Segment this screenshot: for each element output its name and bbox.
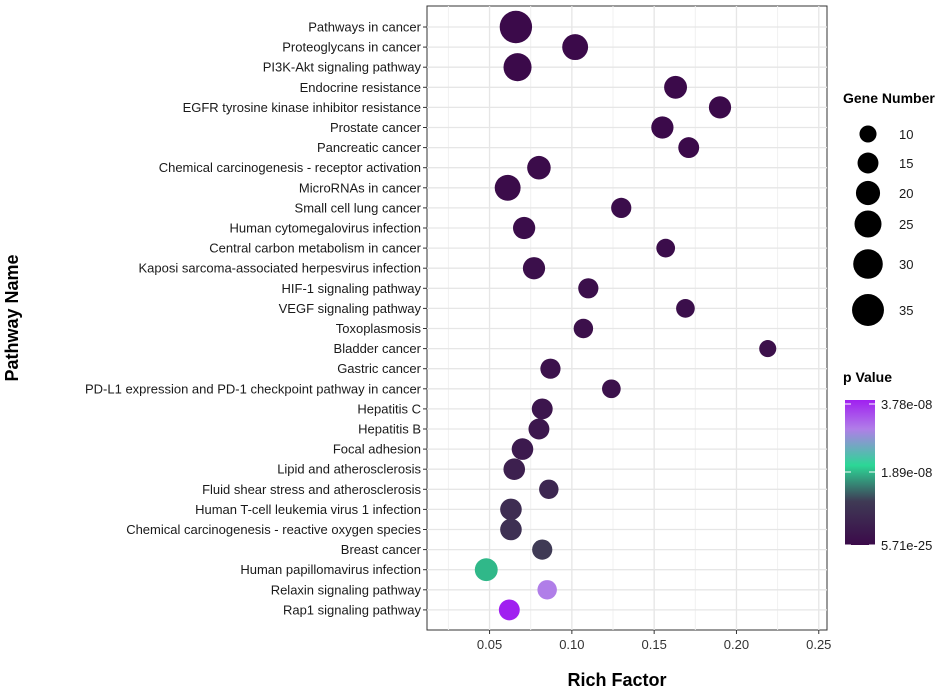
data-point bbox=[676, 299, 695, 318]
plot-panel bbox=[426, 5, 828, 631]
y-tick-label: Central carbon metabolism in cancer bbox=[209, 241, 421, 256]
y-axis-title: Pathway Name bbox=[2, 254, 22, 381]
data-point bbox=[708, 96, 732, 119]
data-points bbox=[474, 10, 777, 621]
data-point bbox=[537, 580, 557, 600]
data-point bbox=[759, 340, 777, 358]
size-legend-key bbox=[857, 152, 879, 174]
size-legend-title: Gene Number bbox=[843, 90, 935, 106]
data-point bbox=[498, 599, 520, 621]
y-tick-label: Human papillomavirus infection bbox=[240, 562, 421, 577]
y-axis: Pathways in cancer Proteoglycans in cance… bbox=[85, 20, 427, 617]
panel-background bbox=[427, 6, 827, 630]
y-tick-label: Small cell lung cancer bbox=[295, 200, 422, 215]
data-point bbox=[528, 418, 550, 440]
y-tick-label: Relaxin signaling pathway bbox=[271, 582, 422, 597]
data-point bbox=[540, 358, 561, 379]
size-legend-label: 15 bbox=[899, 156, 913, 171]
size-legend-label: 20 bbox=[899, 186, 913, 201]
data-point bbox=[511, 438, 534, 460]
data-point bbox=[522, 257, 546, 280]
size-legend-label: 35 bbox=[899, 303, 913, 318]
panel-border bbox=[426, 5, 828, 631]
y-tick-label: Chemical carcinogenesis - receptor activ… bbox=[159, 160, 421, 175]
data-point bbox=[500, 518, 522, 541]
data-point bbox=[656, 238, 676, 258]
gene-number-legend: Gene Number 10 15 20 25 30 35 bbox=[843, 90, 935, 326]
size-legend-key bbox=[853, 249, 883, 279]
y-tick-label: Human cytomegalovirus infection bbox=[230, 221, 421, 236]
data-point bbox=[562, 34, 589, 61]
data-point bbox=[531, 398, 553, 420]
size-legend-label: 30 bbox=[899, 257, 913, 272]
y-tick-label: Gastric cancer bbox=[337, 361, 421, 376]
y-tick-label: HIF-1 signaling pathway bbox=[282, 281, 422, 296]
x-tick-label: 0.20 bbox=[724, 637, 749, 652]
x-tick-label: 0.25 bbox=[806, 637, 831, 652]
data-point bbox=[503, 53, 532, 82]
y-tick-label: Endocrine resistance bbox=[300, 80, 421, 95]
size-legend-label: 10 bbox=[899, 127, 913, 142]
x-axis: 0.05 0.10 0.15 0.20 0.25 bbox=[477, 630, 831, 652]
data-point bbox=[532, 539, 553, 560]
y-tick-label: Rap1 signaling pathway bbox=[283, 602, 422, 617]
y-tick-label: Fluid shear stress and atherosclerosis bbox=[202, 482, 421, 497]
data-point bbox=[499, 10, 533, 44]
y-tick-label: Prostate cancer bbox=[330, 120, 422, 135]
size-legend-key bbox=[852, 294, 884, 326]
data-point bbox=[602, 379, 621, 399]
y-tick-label: EGFR tyrosine kinase inhibitor resistanc… bbox=[183, 100, 421, 115]
color-legend-label: 3.78e-08 bbox=[881, 397, 932, 412]
data-point bbox=[474, 558, 498, 582]
y-tick-label: Kaposi sarcoma-associated herpesvirus in… bbox=[138, 261, 421, 276]
y-tick-label: Pathways in cancer bbox=[308, 20, 421, 35]
y-tick-label: Focal adhesion bbox=[333, 442, 421, 457]
color-legend-title: p Value bbox=[843, 369, 892, 385]
data-point bbox=[539, 479, 559, 500]
data-point bbox=[678, 137, 700, 159]
color-legend-label: 1.89e-08 bbox=[881, 465, 932, 480]
y-tick-label: Hepatitis C bbox=[357, 401, 421, 416]
y-tick-label: PI3K-Akt signaling pathway bbox=[263, 60, 422, 75]
data-point bbox=[573, 318, 594, 339]
data-point bbox=[527, 155, 551, 180]
data-point bbox=[512, 216, 536, 240]
data-point bbox=[494, 174, 521, 201]
y-tick-label: VEGF signaling pathway bbox=[279, 301, 422, 316]
y-tick-label: Proteoglycans in cancer bbox=[282, 40, 421, 55]
p-value-legend: p Value 3.78e-08 1.89e-08 5.71e-25 bbox=[843, 369, 932, 553]
x-axis-title: Rich Factor bbox=[567, 670, 666, 688]
x-tick-label: 0.05 bbox=[477, 637, 502, 652]
y-tick-label: Bladder cancer bbox=[334, 341, 422, 356]
size-legend-key bbox=[859, 125, 877, 143]
data-point bbox=[611, 197, 632, 219]
y-tick-label: MicroRNAs in cancer bbox=[299, 180, 422, 195]
size-legend-label: 25 bbox=[899, 217, 913, 232]
y-tick-label: Human T-cell leukemia virus 1 infection bbox=[195, 502, 421, 517]
data-point bbox=[500, 498, 522, 521]
y-tick-label: Toxoplasmosis bbox=[336, 321, 422, 336]
size-legend-key bbox=[855, 180, 881, 206]
y-tick-label: Pancreatic cancer bbox=[317, 140, 422, 155]
x-tick-label: 0.10 bbox=[559, 637, 584, 652]
y-tick-label: Breast cancer bbox=[341, 542, 422, 557]
data-point bbox=[503, 458, 526, 481]
y-tick-label: Chemical carcinogenesis - reactive oxyge… bbox=[126, 522, 421, 537]
gridlines bbox=[427, 6, 827, 630]
x-tick-label: 0.15 bbox=[642, 637, 667, 652]
y-tick-label: Hepatitis B bbox=[358, 422, 421, 437]
y-tick-label: PD-L1 expression and PD-1 checkpoint pat… bbox=[85, 381, 422, 396]
y-tick-label: Lipid and atherosclerosis bbox=[277, 462, 421, 477]
data-point bbox=[651, 116, 674, 139]
size-legend-key bbox=[854, 210, 882, 238]
color-legend-label: 5.71e-25 bbox=[881, 538, 932, 553]
data-point bbox=[578, 278, 599, 299]
data-point bbox=[664, 75, 688, 99]
